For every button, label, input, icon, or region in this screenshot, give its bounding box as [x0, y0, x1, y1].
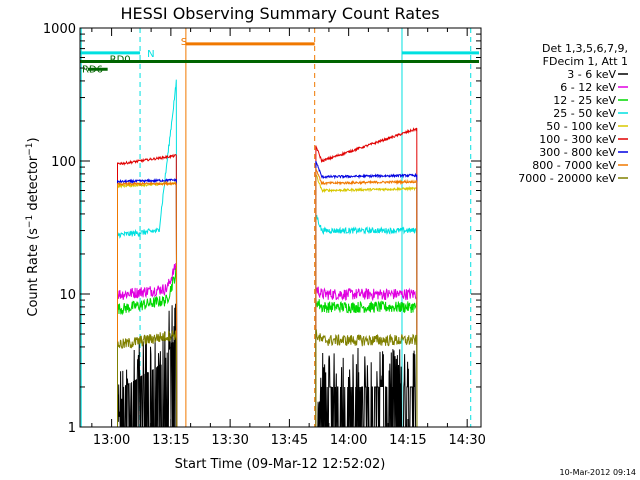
x-tick-label: 14:00	[330, 433, 367, 448]
series-line	[315, 127, 418, 427]
axes: 13:00 13:15 13:30 13:45 14:00 14:15 14:30 1 10 10…	[43, 22, 486, 448]
series-3-6-kev	[117, 303, 417, 427]
series-line	[117, 180, 178, 427]
legend: Det 1,3,5,6,7,9,FDecim 1, Att 13 - 6 keV…	[518, 42, 628, 185]
legend-label: 300 - 800 keV	[539, 146, 616, 159]
series-line	[315, 174, 418, 427]
y-axis-label-exp2: −1	[25, 142, 35, 155]
x-tick-label: 14:15	[389, 433, 426, 448]
legend-header: FDecim 1, Att 1	[543, 55, 628, 68]
y-tick-label: 1	[68, 421, 76, 436]
series-line	[117, 262, 178, 427]
x-tick-label: 13:30	[211, 433, 248, 448]
timestamp: 10-Mar-2012 09:14	[560, 468, 637, 477]
legend-label: 7000 - 20000 keV	[518, 172, 616, 185]
series-6-12-kev	[117, 262, 418, 427]
series-100-300-kev	[117, 127, 418, 427]
legend-header: Det 1,3,5,6,7,9,	[542, 42, 628, 55]
series-line	[117, 268, 178, 427]
series-line	[315, 347, 417, 427]
plot-area	[80, 28, 480, 427]
y-tick-label: 1000	[43, 22, 76, 37]
plot-frame	[79, 27, 482, 428]
x-axis-label: Start Time (09-Mar-12 12:52:02)	[175, 457, 386, 472]
series-line	[117, 330, 178, 427]
flag-label: N	[147, 49, 154, 60]
legend-label: 50 - 100 keV	[546, 120, 616, 133]
legend-label: 12 - 25 keV	[553, 94, 616, 107]
x-tick-label: 13:00	[93, 433, 130, 448]
legend-label: 100 - 300 keV	[539, 133, 616, 146]
series-line	[117, 79, 178, 427]
series-line	[315, 286, 418, 427]
flag-label: RD0	[110, 54, 131, 65]
legend-label: 800 - 7000 keV	[532, 159, 616, 172]
series-line	[117, 303, 177, 427]
y-axis-label-main: Count Rate (s	[26, 228, 41, 317]
series-7000-20000-kev	[117, 329, 418, 427]
flag-label: S	[181, 37, 187, 48]
y-axis-label-mid: detector	[26, 155, 41, 215]
chart-title: HESSI Observing Summary Count Rates	[120, 4, 439, 23]
legend-label: 6 - 12 keV	[560, 81, 616, 94]
y-axis-label-exp1: −1	[25, 215, 35, 228]
series-12-25-kev	[117, 268, 418, 427]
x-tick-label: 13:45	[271, 433, 308, 448]
y-axis-label: Count Rate (s−1 detector−1)	[25, 137, 41, 316]
series-line	[315, 329, 418, 427]
series-line	[315, 160, 418, 427]
series-800-7000-kev	[117, 167, 418, 427]
y-tick-label: 10	[59, 288, 76, 303]
series-line	[315, 214, 418, 427]
y-tick-label: 100	[51, 155, 76, 170]
legend-label: 3 - 6 keV	[567, 68, 616, 81]
series-line	[117, 153, 178, 427]
series-line	[315, 167, 418, 427]
x-tick-label: 13:15	[152, 433, 189, 448]
x-tick-label: 14:30	[448, 433, 485, 448]
flag-label: RD6	[82, 65, 103, 76]
series-line	[315, 297, 418, 427]
y-axis-label-end: )	[26, 137, 41, 142]
series-25-50-kev	[117, 79, 418, 427]
legend-label: 25 - 50 keV	[553, 107, 616, 120]
